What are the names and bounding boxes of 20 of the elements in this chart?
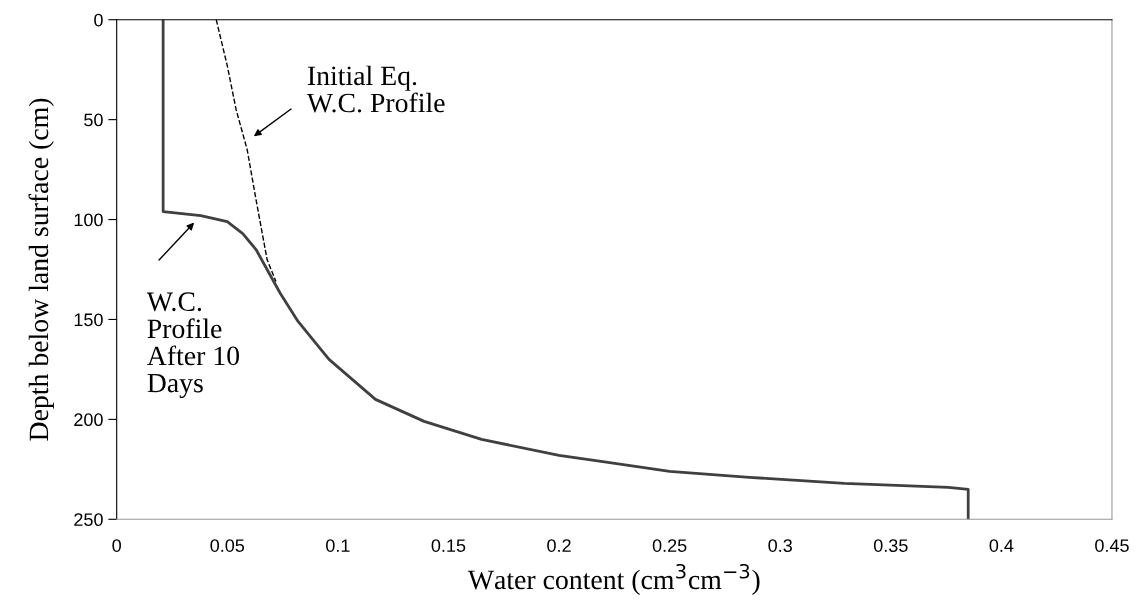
y-tick-label: 50 <box>84 113 103 127</box>
y-tick-label: 0 <box>94 13 103 27</box>
x-tick-label: 0.35 <box>873 539 908 552</box>
x-tick-label: 0.05 <box>210 539 245 552</box>
x-tick-label: 0.15 <box>431 539 466 552</box>
x-axis-title: Water content (cm$^{3}$cm$^{−3}$) <box>467 563 760 595</box>
x-tick-label: 0.3 <box>768 539 792 552</box>
y-tick-label: 200 <box>74 413 103 427</box>
x-tick-label: 0.4 <box>989 539 1014 552</box>
y-tick-label: 150 <box>74 313 103 327</box>
y-tick-label: 100 <box>74 213 103 227</box>
x-tick-label: 0.1 <box>326 539 350 552</box>
x-tick-label: 0 <box>112 539 121 552</box>
y-tick-label: 250 <box>74 513 103 527</box>
y-axis-title: Depth below land surface (cm) <box>28 98 54 441</box>
x-tick-label: 0.25 <box>652 539 687 552</box>
x-tick-label: 0.2 <box>547 539 571 552</box>
x-tick-label: 0.45 <box>1095 539 1129 552</box>
annotation: Initial Eq. W.C. Profile <box>306 65 445 113</box>
annotation: W.C. Profile After 10 Days <box>146 292 240 399</box>
